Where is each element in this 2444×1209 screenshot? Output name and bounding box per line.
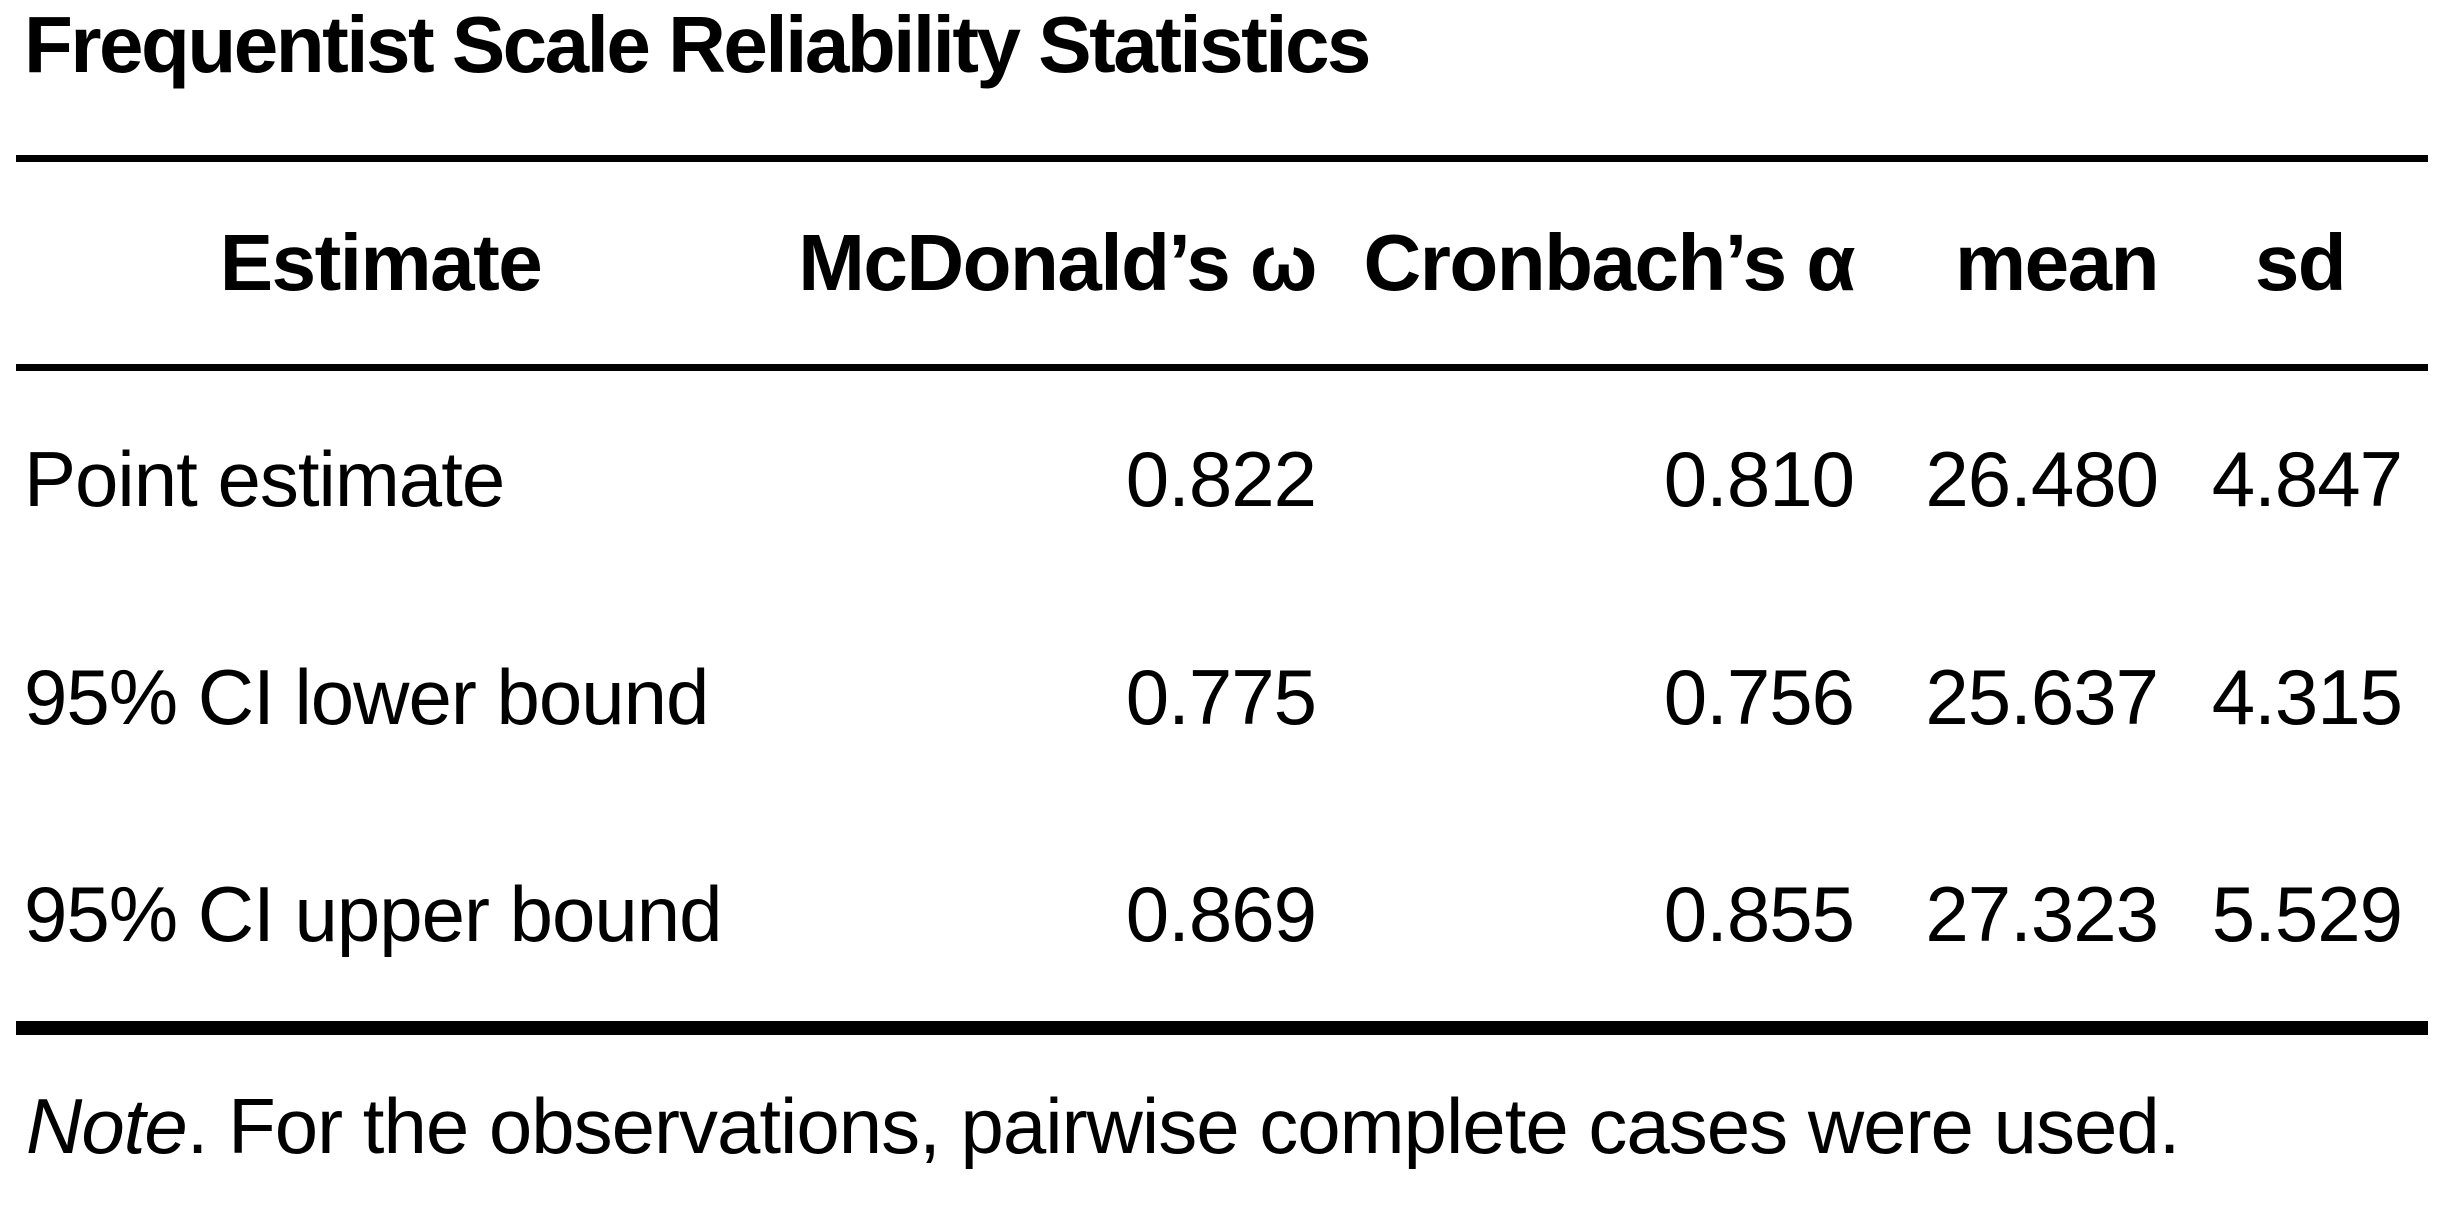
header-cell-sd: sd [2172,155,2428,371]
note-label: Note [26,1081,188,1170]
reliability-statistics-table: Estimate McDonald’s ω Cronbach’s α mean … [16,155,2428,1035]
mean-value: 26.480 [1925,434,2159,523]
row-label: Point estimate [24,434,505,523]
table-title: Frequentist Scale Reliability Statistics [24,0,1371,89]
table-row-ci-upper: 95% CI upper bound 0.869 0.855 27.323 5.… [16,808,2428,1028]
mean-value: 25.637 [1925,653,2159,741]
row-label: 95% CI lower bound [24,653,709,741]
table-row-ci-lower: 95% CI lower bound 0.775 0.756 25.637 4.… [16,588,2428,808]
omega-value: 0.822 [1125,434,1317,523]
omega-value: 0.869 [1125,869,1317,958]
sd-value: 4.847 [2211,434,2403,523]
header-cell-mcdonalds-omega: McDonald’s ω [745,155,1330,371]
note-text: . For the observations, pairwise complet… [186,1081,2181,1170]
reliability-table: Frequentist Scale Reliability Statistics… [16,0,2428,1173]
table-row-point-estimate: Point estimate 0.822 0.810 26.480 4.847 [16,368,2428,588]
alpha-value: 0.810 [1663,434,1855,523]
table-note: Note. For the observations, pairwise com… [16,1079,2428,1173]
header-cell-mean: mean [1868,155,2172,371]
sd-value: 5.529 [2211,869,2403,958]
row-label: 95% CI upper bound [24,869,723,958]
sd-value: 4.315 [2211,653,2403,741]
omega-value: 0.775 [1125,653,1317,741]
alpha-value: 0.756 [1663,653,1855,741]
mean-value: 27.323 [1925,869,2159,958]
table-header-row: Estimate McDonald’s ω Cronbach’s α mean … [16,155,2428,371]
header-cell-cronbachs-alpha: Cronbach’s α [1330,155,1868,371]
header-cell-estimate: Estimate [16,155,745,371]
alpha-value: 0.855 [1663,869,1855,958]
